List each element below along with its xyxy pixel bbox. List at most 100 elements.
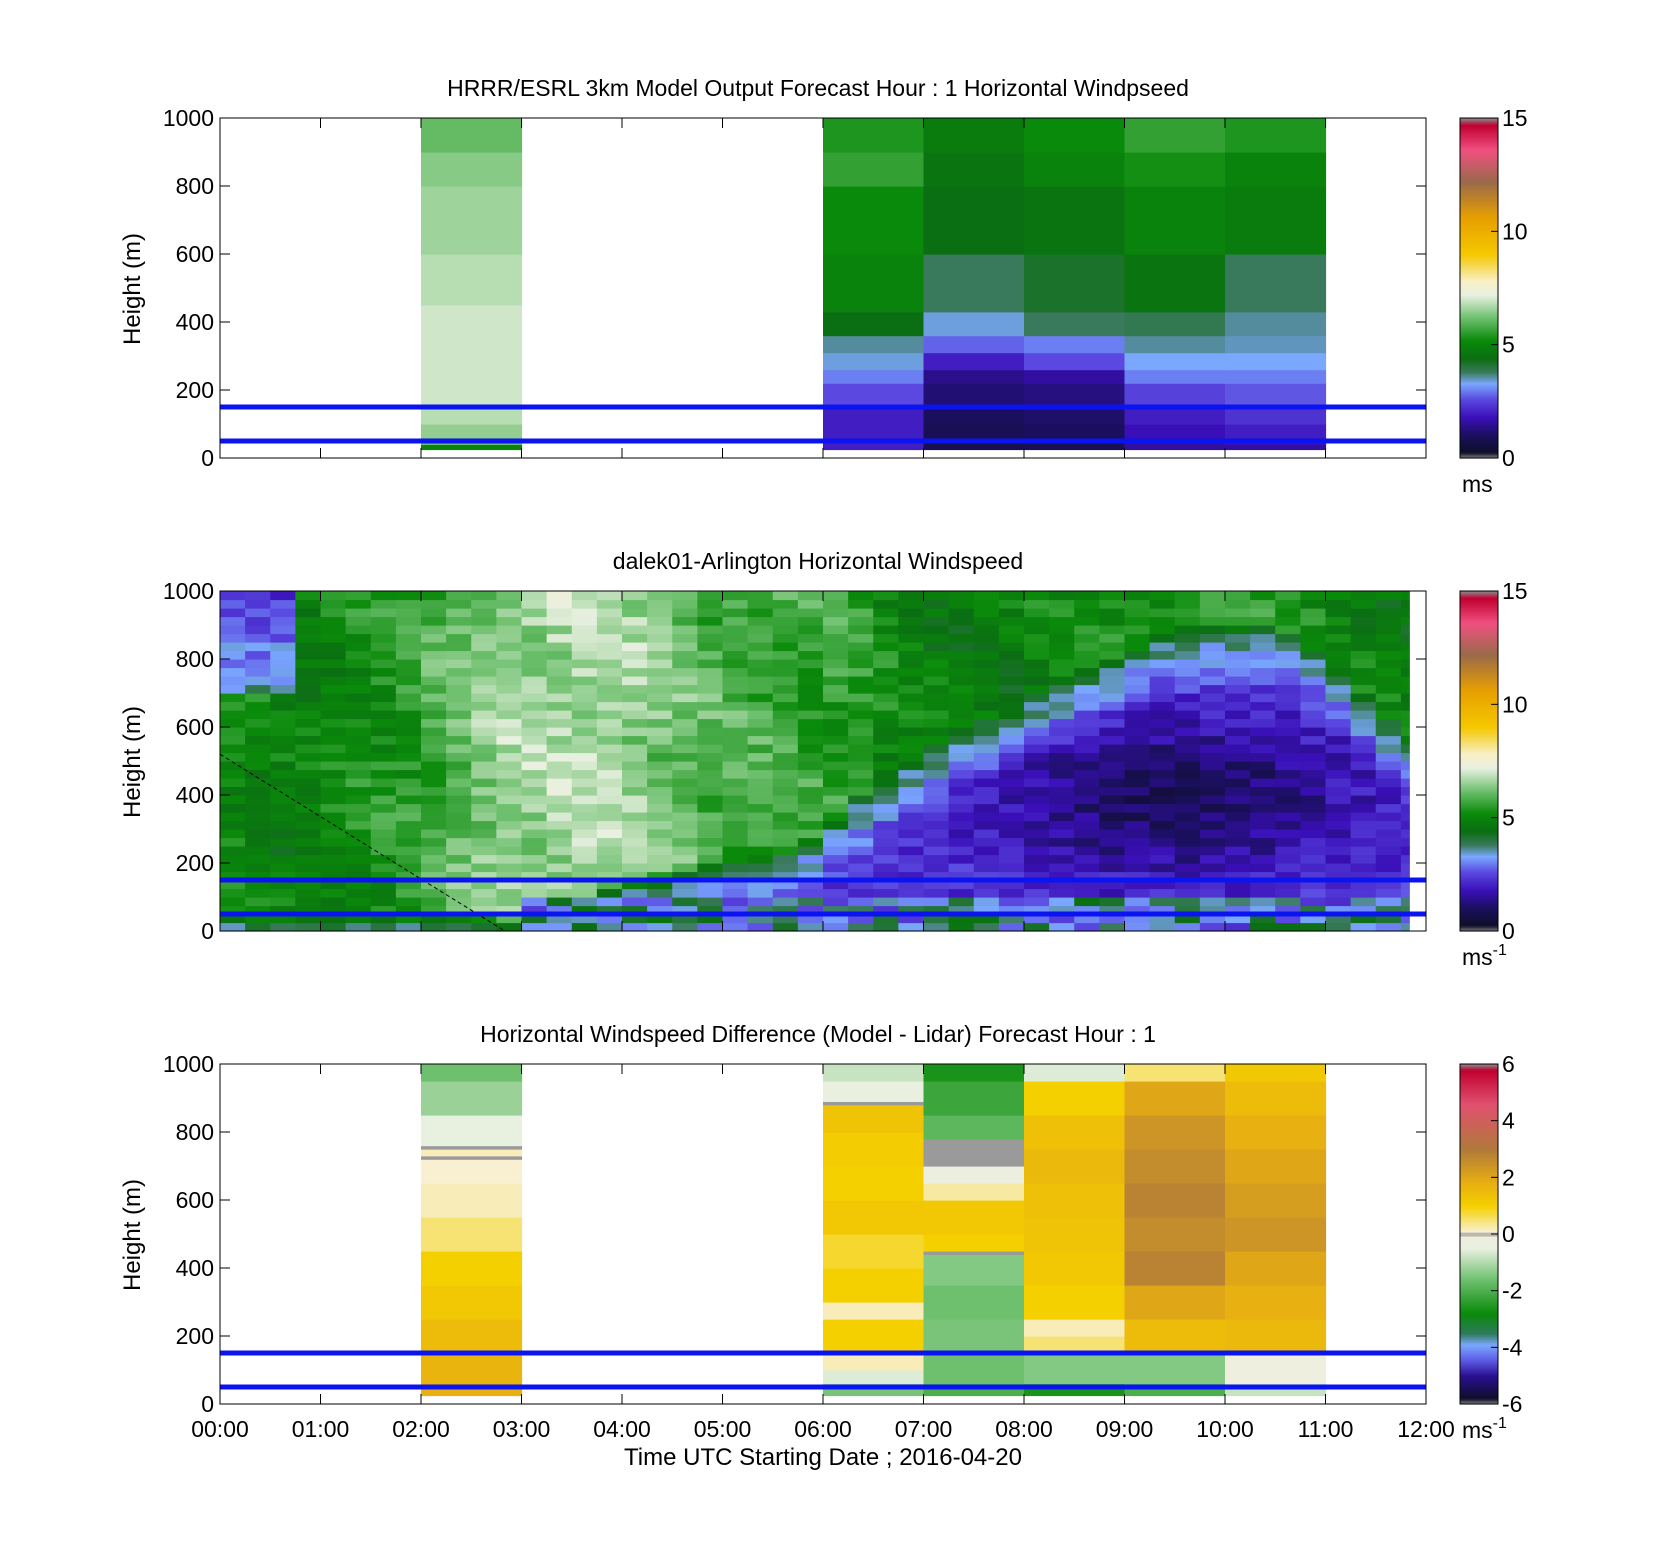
lidar-cell — [622, 854, 648, 864]
lidar-cell — [1024, 922, 1050, 932]
lidar-cell — [823, 591, 849, 601]
lidar-cell — [1024, 761, 1050, 771]
lidar-cell — [647, 837, 673, 847]
heatmap-cell-4-10 — [1124, 186, 1226, 255]
lidar-cell — [546, 693, 573, 703]
lidar-cell — [647, 710, 673, 720]
lidar-cell — [571, 701, 598, 711]
lidar-cell — [948, 905, 975, 915]
lidar-cell — [471, 608, 497, 618]
lidar-cell — [220, 676, 246, 686]
lidar-cell — [948, 922, 975, 932]
lidar-cell — [320, 608, 347, 618]
lidar-cell — [1300, 786, 1327, 796]
heatmap-cell-5-11 — [1225, 152, 1327, 187]
lidar-cell — [848, 897, 874, 907]
lidar-cell — [1199, 880, 1226, 890]
lidar-cell — [295, 769, 322, 779]
lidar-cell — [596, 761, 623, 771]
lidar-cell — [546, 718, 573, 728]
lidar-cell — [220, 761, 246, 771]
lidar-cell — [1325, 693, 1352, 703]
lidar-cell — [622, 922, 648, 932]
colorbar-swatch — [1460, 272, 1498, 275]
colorbar-swatch — [1460, 599, 1498, 602]
colorbar-swatch — [1460, 763, 1498, 766]
lidar-cell — [672, 599, 698, 609]
lidar-cell — [1099, 795, 1126, 805]
lidar-cell — [1074, 659, 1100, 669]
lidar-cell — [270, 795, 296, 805]
colorbar-swatch — [1460, 627, 1498, 630]
y-tick-label: 200 — [176, 850, 214, 876]
colorbar-swatch — [1460, 302, 1498, 305]
lidar-cell — [1325, 837, 1352, 847]
panel-difference: Horizontal Windspeed Difference (Model -… — [119, 1021, 1523, 1471]
lidar-cell — [295, 786, 322, 796]
lidar-cell — [446, 667, 472, 677]
lidar-cell — [973, 863, 1000, 873]
lidar-cell — [521, 922, 548, 932]
colorbar-swatch — [1460, 607, 1498, 610]
lidar-cell — [973, 591, 1000, 601]
lidar-cell — [823, 888, 849, 898]
lidar-cell — [848, 922, 874, 932]
panel-model-heatmap — [421, 118, 1327, 451]
heatmap-cell-3-2 — [1024, 424, 1126, 439]
lidar-cell — [446, 888, 472, 898]
lidar-cell — [270, 752, 296, 762]
lidar-cell — [496, 676, 523, 686]
lidar-cell — [370, 880, 397, 890]
lidar-cell — [1350, 591, 1377, 601]
heatmap-cell-3-7 — [1024, 1183, 1126, 1218]
lidar-cell — [395, 778, 422, 788]
colorbar-swatch — [1460, 148, 1498, 151]
lidar-cell — [395, 693, 422, 703]
lidar-cell — [622, 837, 648, 847]
lidar-cell — [220, 752, 246, 762]
colorbar-swatch — [1460, 1402, 1498, 1405]
lidar-cell — [1275, 735, 1301, 745]
lidar-cell — [823, 863, 849, 873]
lidar-cell — [948, 608, 975, 618]
lidar-cell — [496, 854, 523, 864]
lidar-cell — [1225, 854, 1251, 864]
lidar-cell — [1250, 599, 1276, 609]
lidar-cell — [421, 591, 447, 601]
colorbar-swatch — [1460, 294, 1498, 297]
colorbar-tick-label: -2 — [1502, 1278, 1522, 1304]
lidar-cell — [1350, 616, 1377, 626]
lidar-cell — [1099, 676, 1126, 686]
lidar-cell — [1024, 693, 1050, 703]
lidar-cell — [1049, 803, 1075, 813]
lidar-cell — [370, 735, 397, 745]
lidar-cell — [1024, 735, 1050, 745]
colorbar-swatch — [1460, 779, 1498, 782]
lidar-cell — [345, 812, 372, 822]
lidar-cell — [395, 667, 422, 677]
colorbar-swatch — [1460, 236, 1498, 239]
colorbar-swatch — [1460, 1234, 1498, 1237]
lidar-cell — [496, 710, 523, 720]
lidar-cell — [848, 871, 874, 881]
lidar-cell — [1099, 591, 1126, 601]
lidar-cell — [1225, 676, 1251, 686]
lidar-cell — [998, 905, 1025, 915]
lidar-cell — [948, 642, 975, 652]
colorbar-swatch — [1460, 144, 1498, 147]
lidar-cell — [1149, 693, 1176, 703]
colorbar-swatch — [1460, 737, 1498, 740]
lidar-cell — [722, 778, 749, 788]
lidar-cell — [1074, 871, 1100, 881]
lidar-cell — [898, 727, 925, 737]
lidar-cell — [320, 769, 347, 779]
lidar-cell — [1124, 735, 1151, 745]
colorbar-swatch — [1460, 1136, 1498, 1139]
panel-difference-x-ticks: 00:00 01:00 02:00 03:00 04:00 05:00 06:00 07:00… — [191, 1064, 1455, 1442]
lidar-cell — [596, 710, 623, 720]
lidar-cell — [923, 591, 950, 601]
lidar-cell — [973, 914, 1000, 924]
y-tick-label: 200 — [176, 1323, 214, 1349]
lidar-cell — [973, 769, 1000, 779]
lidar-cell — [1074, 752, 1100, 762]
